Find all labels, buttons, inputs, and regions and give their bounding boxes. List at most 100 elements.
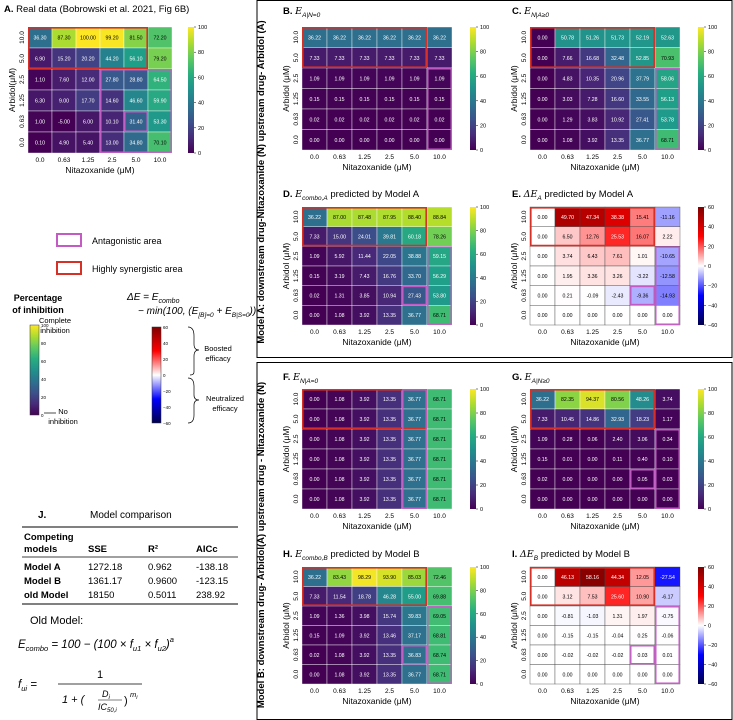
cell-label: 68.71 (433, 497, 446, 503)
colorbar-tick-label: 60 (480, 612, 486, 618)
cell-label: 11.54 (333, 594, 346, 600)
cell-label: 1.00 (35, 120, 45, 126)
cell-label: 1.29 (562, 117, 572, 123)
cell-label: 3.92 (359, 497, 369, 503)
model-a-frame (256, 0, 733, 358)
cell-label: 0.06 (587, 437, 597, 443)
y-tick-label: 0.0 (521, 494, 528, 503)
x-tick-label: 5.0 (410, 688, 419, 695)
cell-label: 0.02 (409, 117, 419, 123)
cell-label: 0.34 (662, 437, 672, 443)
cell-label: 87.48 (358, 215, 371, 221)
cell-label: 1.10 (35, 78, 45, 84)
y-tick-label: 2.5 (521, 611, 528, 620)
cell-label: 3.12 (562, 594, 572, 600)
cell-label: 7.33 (309, 56, 319, 62)
antagonism-box (655, 606, 680, 684)
cell-label: 13.35 (383, 672, 396, 678)
metric-cell: 18150 (88, 590, 114, 601)
cell-label: 7.53 (587, 594, 597, 600)
heatmap-cell (654, 664, 681, 685)
cell-label: 13.35 (383, 313, 396, 319)
cell-label: 94.37 (586, 397, 599, 403)
y-tick-label: 2.5 (521, 434, 528, 443)
colorbar-tick-label: 60 (708, 435, 714, 441)
comparison-rows: Model A 1272.18 0.962 -138.18 Model B 1361.17… (24, 562, 228, 601)
cell-label: 5.92 (334, 254, 344, 260)
panel-title-b: B. EA|N=0 (283, 6, 321, 19)
x-tick-label: 2.5 (613, 688, 622, 695)
cell-label: 3.92 (359, 313, 369, 319)
x-tick-label: 10.0 (433, 513, 446, 520)
x-tick-label: 2.5 (613, 154, 622, 161)
cell-label: 39.81 (383, 235, 396, 241)
cell-label: 1.08 (334, 313, 344, 319)
cell-label: 36.22 (383, 35, 396, 41)
cell-label: 0.05 (637, 477, 647, 483)
cell-label: 0.15 (359, 97, 369, 103)
inhibition-title-1: Percentage (14, 293, 63, 303)
y-tick-label: 2.5 (19, 75, 26, 84)
cell-label: -9.36 (637, 294, 649, 300)
colorbar-tick-label: 40 (480, 459, 486, 465)
old-model-eq2-num: 1 (97, 669, 103, 681)
colorbar-tick-label: 0 (480, 682, 483, 688)
cell-label: 16.76 (383, 274, 396, 280)
old-model-eq2-den: 1 + ( (62, 694, 86, 706)
colorbar-tick-label: 40 (198, 101, 204, 107)
cell-label: 7.33 (359, 56, 369, 62)
cell-label: 0.00 (587, 313, 597, 319)
cell-label: 0.00 (587, 457, 597, 463)
delta-formula-line2: − min(100, (E[B]=0 + EB|S=0)) (138, 306, 256, 319)
synergy-box (301, 26, 427, 69)
colorbar-tick-label: 0 (480, 323, 483, 329)
inhibition-bottom-label-2: inhibition (48, 417, 78, 426)
cell-label: 1.97 (637, 614, 647, 620)
cell-label: 0.25 (637, 633, 647, 639)
cell-label: 0.00 (537, 117, 547, 123)
x-tick-label: 2.5 (613, 329, 622, 336)
cell-label: 11.44 (358, 254, 371, 260)
cell-label: 0.15 (334, 97, 344, 103)
old-model-eq1: Ecombo = 100 − (100 × fu1 × fu2)a (18, 635, 174, 653)
cell-label: 13.00 (106, 141, 119, 147)
cell-label: 1.95 (562, 274, 572, 280)
synergy-box (529, 26, 655, 69)
x-tick-label: 1.25 (586, 329, 599, 336)
cell-label: 1.08 (562, 138, 572, 144)
cell-label: -0.06 (662, 633, 674, 639)
colorbar-tick-label: 100 (708, 25, 717, 31)
cell-label: 0.15 (409, 97, 419, 103)
inhibition-tick-label: 60 (41, 359, 47, 364)
y-tick-label: 5.0 (521, 414, 528, 423)
colorbar (470, 207, 476, 325)
x-tick-label: 0.0 (310, 329, 319, 336)
colorbar-tick-label: 80 (480, 588, 486, 594)
cell-label: 1.31 (612, 614, 622, 620)
cell-label: 53.30 (154, 120, 167, 126)
cell-label: 36.22 (333, 35, 346, 41)
cell-label: 36.77 (408, 497, 421, 503)
cell-label: 1.08 (334, 457, 344, 463)
cell-label: 13.35 (383, 437, 396, 443)
cell-label: 33.70 (408, 274, 421, 280)
cell-label: 7.33 (309, 235, 319, 241)
x-axis-label: Nitazoxanide (μM) (342, 337, 411, 347)
delta-formula-line1: ΔE = Ecombo (126, 292, 180, 305)
heatmap-c: C. EN|A≥00.00 50.78 51.26 51.73 52.19 52.630.… (509, 6, 717, 172)
colorbar (470, 567, 476, 684)
cell-label: 1.08 (334, 437, 344, 443)
cell-label: 13.35 (383, 457, 396, 463)
cell-label: 0.00 (587, 497, 597, 503)
colorbar-tick-label: 60 (198, 75, 204, 81)
cell-label: 0.00 (359, 138, 369, 144)
colorbar-tick-label: 20 (198, 126, 204, 132)
x-tick-label: 0.63 (333, 688, 346, 695)
x-tick-label: 1.25 (586, 513, 599, 520)
cell-label: 27.41 (636, 117, 649, 123)
cell-label: 1.01 (637, 254, 647, 260)
cell-label: 0.15 (309, 633, 319, 639)
panel-title-g: G. EA|N≥0 (512, 372, 550, 385)
cell-label: 68.71 (433, 457, 446, 463)
cell-label: 15.00 (333, 235, 346, 241)
